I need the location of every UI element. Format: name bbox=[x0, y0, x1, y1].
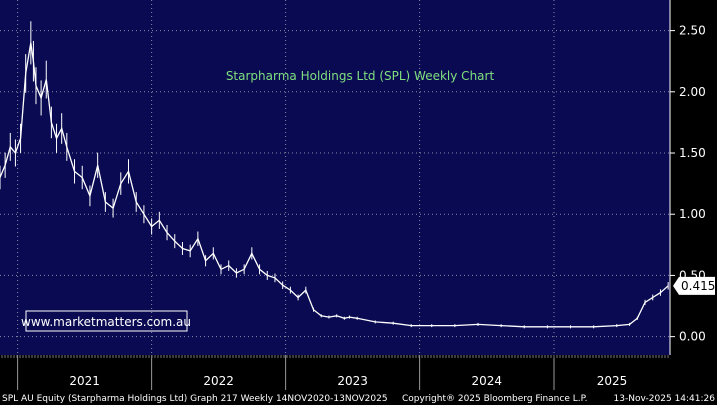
x-tick-label: 2023 bbox=[337, 374, 368, 388]
footer-left: SPL AU Equity (Starpharma Holdings Ltd) … bbox=[2, 394, 388, 404]
last-value-label: 0.415 bbox=[681, 279, 715, 293]
chart-title: Starpharma Holdings Ltd (SPL) Weekly Cha… bbox=[226, 69, 495, 83]
footer-background bbox=[0, 355, 717, 405]
x-tick-label: 2021 bbox=[69, 374, 100, 388]
y-tick-label: 1.00 bbox=[679, 207, 706, 221]
y-tick-label: 2.00 bbox=[679, 85, 706, 99]
footer-center: Copyright® 2025 Bloomberg Finance L.P. bbox=[402, 394, 587, 404]
footer-right: 13-Nov-2025 14:41:26 bbox=[614, 394, 716, 404]
x-tick-label: 2024 bbox=[472, 374, 503, 388]
y-axis: 0.000.501.001.502.002.50 bbox=[669, 0, 706, 355]
y-tick-label: 1.50 bbox=[679, 146, 706, 160]
plot-background bbox=[0, 0, 670, 355]
x-axis: 2021 2022 2023 2024 2025 bbox=[1, 355, 669, 390]
watermark-box bbox=[25, 310, 188, 332]
y-tick-label: 2.50 bbox=[679, 24, 706, 38]
x-tick-label: 2022 bbox=[203, 374, 234, 388]
y-tick-label: 0.00 bbox=[679, 330, 706, 344]
last-value-badge bbox=[673, 276, 715, 295]
x-tick-label: 2025 bbox=[597, 374, 628, 388]
watermark-text: www.marketmatters.com.au bbox=[21, 315, 191, 329]
last-value-marker: 0.415 bbox=[673, 276, 715, 295]
price-series bbox=[0, 21, 669, 329]
axis-background bbox=[670, 0, 717, 355]
